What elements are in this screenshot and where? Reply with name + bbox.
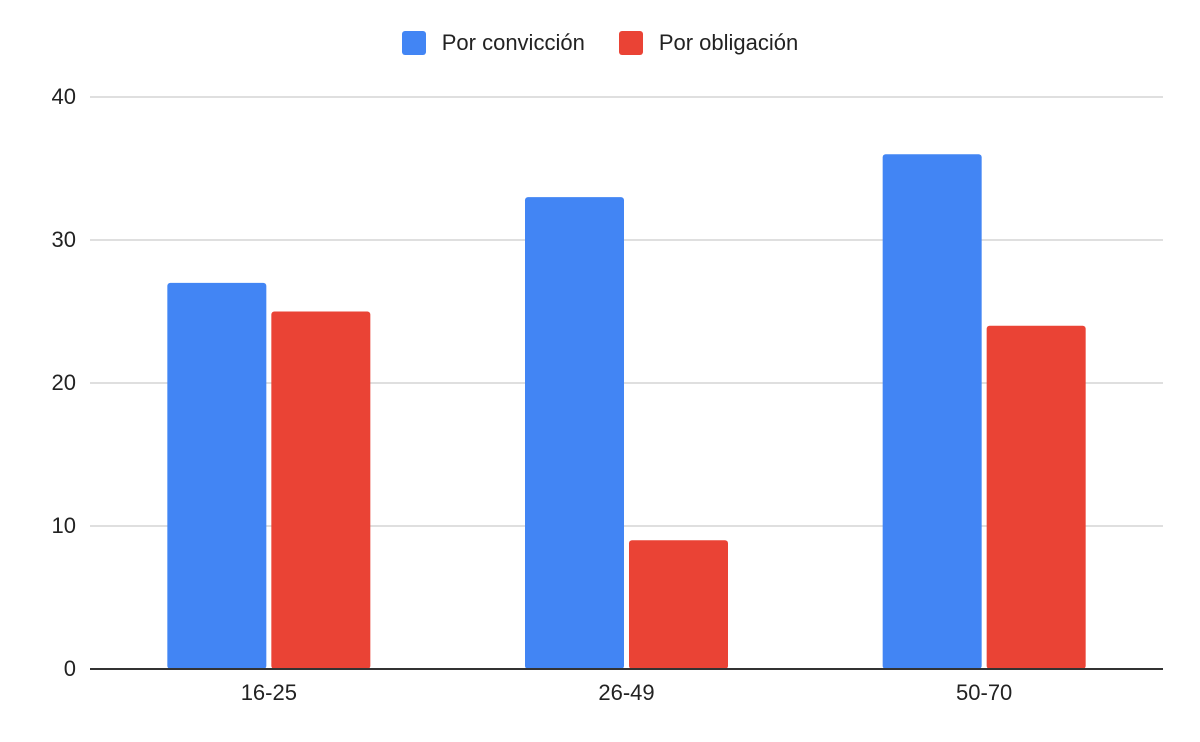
y-tick-label: 30 — [52, 227, 76, 252]
y-tick-label: 40 — [52, 84, 76, 109]
y-tick-label: 10 — [52, 513, 76, 538]
bar-conviccion-26-49[interactable] — [525, 197, 624, 669]
x-tick-label: 50-70 — [956, 680, 1012, 705]
bar-conviccion-16-25[interactable] — [167, 282, 267, 669]
legend-swatch-conviccion — [401, 31, 426, 55]
legend-item-obligacion[interactable]: Por obligación — [618, 30, 799, 56]
x-tick-label: 16-25 — [241, 680, 297, 705]
legend: Por convicción Por obligación — [0, 30, 1200, 56]
legend-label-obligacion: Por obligación — [658, 30, 799, 55]
bar-conviccion-50-70[interactable] — [882, 154, 982, 669]
legend-label-conviccion: Por convicción — [441, 30, 585, 55]
legend-item-conviccion[interactable]: Por convicción — [401, 30, 585, 56]
bar-obligacion-50-70[interactable] — [986, 325, 1086, 669]
y-tick-label: 20 — [52, 370, 76, 395]
bar-obligacion-26-49[interactable] — [629, 540, 728, 669]
legend-swatch-obligacion — [618, 31, 643, 55]
x-tick-label: 26-49 — [598, 680, 654, 705]
y-tick-label: 0 — [64, 656, 76, 681]
bar-obligacion-16-25[interactable] — [271, 311, 371, 670]
